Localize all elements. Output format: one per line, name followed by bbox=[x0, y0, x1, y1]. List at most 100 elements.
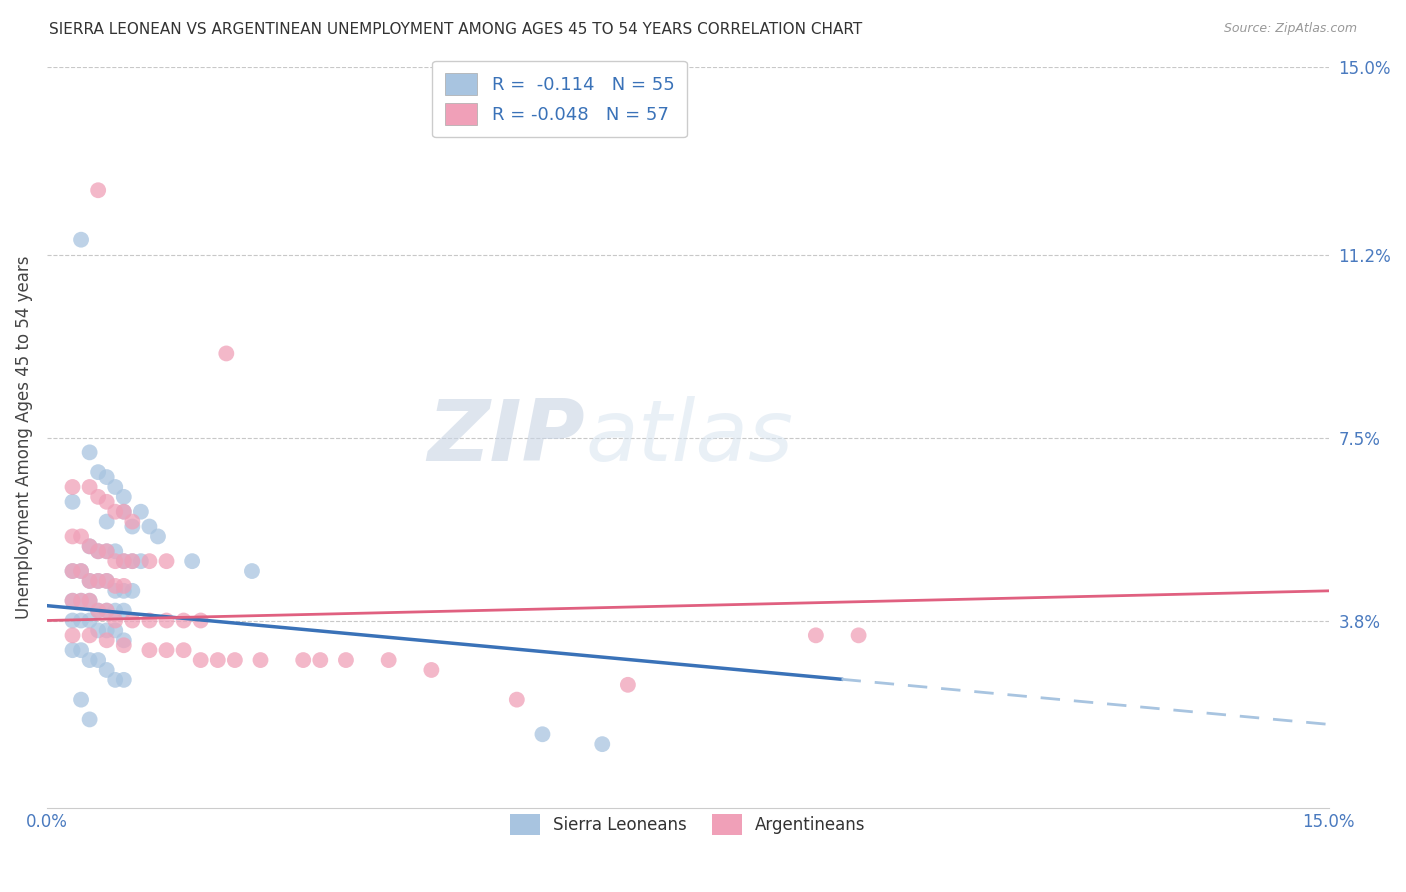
Point bbox=[138, 614, 160, 628]
Point bbox=[617, 678, 640, 692]
Point bbox=[87, 604, 110, 618]
Point bbox=[79, 593, 101, 607]
Point bbox=[190, 614, 212, 628]
Point bbox=[112, 505, 135, 519]
Point bbox=[96, 574, 118, 588]
Point bbox=[104, 614, 127, 628]
Point bbox=[335, 653, 357, 667]
Point bbox=[309, 653, 332, 667]
Point bbox=[96, 515, 118, 529]
Point bbox=[104, 554, 127, 568]
Point bbox=[96, 574, 118, 588]
Point bbox=[62, 564, 84, 578]
Point bbox=[104, 604, 127, 618]
Point bbox=[121, 614, 143, 628]
Point bbox=[104, 544, 127, 558]
Point bbox=[70, 529, 93, 543]
Point bbox=[79, 574, 101, 588]
Point bbox=[70, 692, 93, 706]
Point bbox=[87, 604, 110, 618]
Point bbox=[173, 643, 195, 657]
Point bbox=[112, 579, 135, 593]
Point bbox=[138, 554, 160, 568]
Point bbox=[87, 465, 110, 479]
Point bbox=[377, 653, 399, 667]
Point bbox=[207, 653, 229, 667]
Point bbox=[531, 727, 554, 741]
Point bbox=[96, 544, 118, 558]
Point bbox=[181, 554, 204, 568]
Point bbox=[70, 233, 93, 247]
Point bbox=[62, 593, 84, 607]
Point bbox=[79, 653, 101, 667]
Point bbox=[112, 633, 135, 648]
Point bbox=[96, 604, 118, 618]
Point bbox=[112, 673, 135, 687]
Point bbox=[138, 519, 160, 533]
Point bbox=[62, 480, 84, 494]
Point bbox=[104, 480, 127, 494]
Point bbox=[215, 346, 238, 360]
Point bbox=[112, 638, 135, 652]
Point bbox=[87, 183, 110, 197]
Point bbox=[62, 593, 84, 607]
Point bbox=[121, 583, 143, 598]
Point bbox=[96, 633, 118, 648]
Point bbox=[96, 663, 118, 677]
Point bbox=[70, 564, 93, 578]
Point bbox=[104, 579, 127, 593]
Point bbox=[79, 445, 101, 459]
Point bbox=[70, 643, 93, 657]
Point bbox=[591, 737, 613, 751]
Point bbox=[240, 564, 263, 578]
Point bbox=[104, 583, 127, 598]
Point bbox=[79, 593, 101, 607]
Point bbox=[96, 495, 118, 509]
Point bbox=[79, 614, 101, 628]
Point bbox=[155, 643, 177, 657]
Point bbox=[155, 554, 177, 568]
Point bbox=[112, 554, 135, 568]
Point bbox=[292, 653, 315, 667]
Point bbox=[848, 628, 870, 642]
Point bbox=[70, 614, 93, 628]
Point bbox=[79, 628, 101, 642]
Point bbox=[62, 495, 84, 509]
Point bbox=[249, 653, 271, 667]
Y-axis label: Unemployment Among Ages 45 to 54 years: Unemployment Among Ages 45 to 54 years bbox=[15, 256, 32, 619]
Point bbox=[104, 505, 127, 519]
Point bbox=[87, 490, 110, 504]
Point bbox=[121, 554, 143, 568]
Point bbox=[79, 539, 101, 553]
Point bbox=[87, 544, 110, 558]
Point bbox=[70, 593, 93, 607]
Point bbox=[62, 564, 84, 578]
Text: atlas: atlas bbox=[585, 396, 793, 479]
Point bbox=[121, 554, 143, 568]
Point bbox=[62, 614, 84, 628]
Point bbox=[79, 480, 101, 494]
Point bbox=[62, 643, 84, 657]
Point bbox=[112, 490, 135, 504]
Point bbox=[87, 574, 110, 588]
Point bbox=[96, 604, 118, 618]
Point bbox=[96, 544, 118, 558]
Point bbox=[96, 470, 118, 484]
Point bbox=[87, 624, 110, 638]
Point bbox=[190, 653, 212, 667]
Point bbox=[112, 554, 135, 568]
Point bbox=[121, 519, 143, 533]
Point bbox=[79, 713, 101, 727]
Point bbox=[96, 624, 118, 638]
Legend: Sierra Leoneans, Argentineans: Sierra Leoneans, Argentineans bbox=[499, 805, 876, 845]
Text: Source: ZipAtlas.com: Source: ZipAtlas.com bbox=[1223, 22, 1357, 36]
Point bbox=[224, 653, 246, 667]
Point bbox=[804, 628, 827, 642]
Point bbox=[112, 604, 135, 618]
Point bbox=[70, 593, 93, 607]
Point bbox=[62, 529, 84, 543]
Point bbox=[112, 583, 135, 598]
Point bbox=[129, 505, 152, 519]
Point bbox=[104, 624, 127, 638]
Point bbox=[87, 574, 110, 588]
